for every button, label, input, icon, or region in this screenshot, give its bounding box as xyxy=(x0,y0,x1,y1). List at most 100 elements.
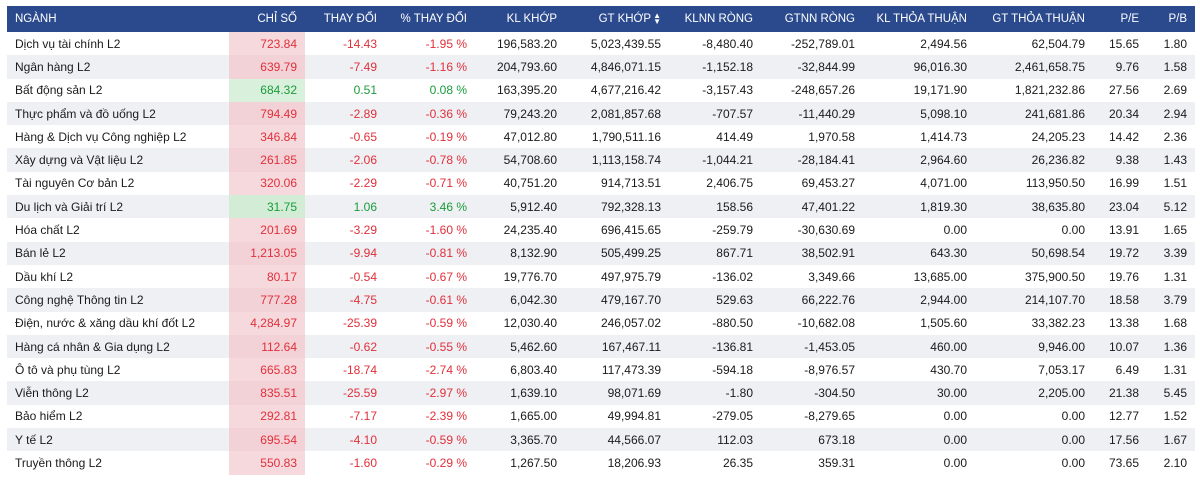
sector-name[interactable]: Dịch vụ tài chính L2 xyxy=(15,36,121,51)
gt-thoa-thuan-value: 62,504.79 xyxy=(1031,36,1085,51)
table-row[interactable]: Bất động sản L2 684.32 0.51 0.08 % 163,395.2… xyxy=(7,78,1195,102)
table-row[interactable]: Truyền thông L2 550.83 -1.60 -0.29 % 1,267.5… xyxy=(7,451,1195,475)
gtnn-rong-value: -252,789.01 xyxy=(790,36,855,51)
table-row[interactable]: Hàng cá nhân & Gia dụng L2 112.64 -0.62 -0.… xyxy=(7,334,1195,359)
pe-value: 18.58 xyxy=(1108,292,1139,307)
pb-value: 3.39 xyxy=(1163,246,1187,261)
klnn-rong-value: 26.35 xyxy=(722,455,753,470)
table-row[interactable]: Ngân hàng L2 639.79 -7.49 -1.16 % 204,793.60… xyxy=(7,55,1195,79)
sector-name[interactable]: Hàng & Dịch vụ Công nghiệp L2 xyxy=(15,129,187,144)
gt-khop-value: 117,473.39 xyxy=(601,362,661,377)
sector-name[interactable]: Bảo hiểm L2 xyxy=(15,409,83,424)
col-header-pe[interactable]: P/E xyxy=(1120,13,1139,25)
sector-name[interactable]: Xây dựng và Vật liệu L2 xyxy=(15,153,144,168)
sector-name[interactable]: Ngân hàng L2 xyxy=(15,59,91,74)
klnn-rong-value: -1.80 xyxy=(725,386,753,401)
table-row[interactable]: Ô tô và phụ tùng L2 665.83 -18.74 -2.74 % 6,… xyxy=(7,358,1195,382)
col-header-thay-doi[interactable]: THAY ĐỔI xyxy=(323,13,377,25)
pe-value: 10.07 xyxy=(1108,339,1139,354)
sector-name[interactable]: Dầu khí L2 xyxy=(15,269,74,284)
table-row[interactable]: Điện, nước & xăng dầu khí đốt L2 4,284.97… xyxy=(7,311,1195,335)
klnn-rong-value: -279.05 xyxy=(712,409,753,424)
pb-value: 1.36 xyxy=(1163,339,1187,354)
sort-icon[interactable]: ▲ ▼ xyxy=(653,10,661,26)
pe-value: 19.76 xyxy=(1108,269,1139,284)
kl-thoa-thuan-value: 5,098.10 xyxy=(920,106,967,121)
col-header-chi-so[interactable]: CHỈ SỐ xyxy=(257,13,297,25)
sector-name[interactable]: Truyền thông L2 xyxy=(15,455,102,470)
sector-name[interactable]: Y tế L2 xyxy=(15,432,53,447)
table-row[interactable]: Hóa chất L2 201.69 -3.29 -1.60 % 24,235.40 69… xyxy=(7,218,1195,242)
change-value: -25.59 xyxy=(342,386,377,401)
klnn-rong-value: -259.79 xyxy=(712,223,753,238)
kl-khop-value: 1,639.10 xyxy=(510,386,557,401)
pe-value: 12.77 xyxy=(1108,409,1139,424)
col-header-gtnn-rong[interactable]: GTNN RÒNG xyxy=(784,13,855,25)
table-row[interactable]: Du lịch và Giải trí L2 31.75 1.06 3.46 % 5,9… xyxy=(7,195,1195,219)
kl-thoa-thuan-value: 643.30 xyxy=(930,246,967,261)
kl-khop-value: 196,583.20 xyxy=(496,36,557,51)
gt-khop-value: 497,975.79 xyxy=(600,269,661,284)
pe-value: 21.38 xyxy=(1108,386,1139,401)
table-row[interactable]: Dịch vụ tài chính L2 723.84 -14.43 -1.95 % 1… xyxy=(7,32,1195,56)
col-header-gt-khop[interactable]: GT KHỚP ▲ ▼ xyxy=(565,6,669,32)
table-row[interactable]: Hàng & Dịch vụ Công nghiệp L2 346.84 -0.65… xyxy=(7,125,1195,149)
change-value: -2.06 xyxy=(349,153,377,168)
table-row[interactable]: Thực phẩm và đồ uống L2 794.49 -2.89 -0.36 … xyxy=(7,101,1195,126)
index-value: 80.17 xyxy=(229,264,305,289)
col-header-pct-thay-doi[interactable]: % THAY ĐỔI xyxy=(400,13,467,25)
col-header-kl-thoa-thuan[interactable]: KL THỎA THUẬN xyxy=(876,13,967,25)
kl-thoa-thuan-value: 1,505.60 xyxy=(920,316,967,331)
sector-name[interactable]: Ô tô và phụ tùng L2 xyxy=(15,362,121,377)
gtnn-rong-value: -28,184.41 xyxy=(797,153,855,168)
pct-change-value: -1.60 % xyxy=(425,223,467,238)
klnn-rong-value: 529.63 xyxy=(716,292,753,307)
sector-name[interactable]: Bất động sản L2 xyxy=(15,83,103,98)
kl-thoa-thuan-value: 4,071.00 xyxy=(920,176,967,191)
gt-khop-value: 167,467.11 xyxy=(601,339,661,354)
sector-name[interactable]: Bán lẻ L2 xyxy=(15,246,66,261)
pe-value: 9.76 xyxy=(1115,59,1139,74)
table-row[interactable]: Dầu khí L2 80.17 -0.54 -0.67 % 19,776.70 497,… xyxy=(7,264,1195,289)
table-row[interactable]: Bán lẻ L2 1,213.05 -9.94 -0.81 % 8,132.90 505… xyxy=(7,241,1195,265)
col-header-kl-khop[interactable]: KL KHỚP xyxy=(506,13,557,25)
gt-thoa-thuan-value: 33,382.23 xyxy=(1031,316,1085,331)
table-row[interactable]: Viễn thông L2 835.51 -25.59 -2.97 % 1,639.10… xyxy=(7,381,1195,405)
change-value: -3.29 xyxy=(349,223,377,238)
kl-khop-value: 12,030.40 xyxy=(503,316,557,331)
sector-name[interactable]: Thực phẩm và đồ uống L2 xyxy=(15,106,156,121)
col-header-gt-khop-label: GT KHỚP xyxy=(598,13,652,26)
col-header-klnn-rong[interactable]: KLNN RÒNG xyxy=(684,13,753,25)
sector-name[interactable]: Tài nguyên Cơ bản L2 xyxy=(15,176,135,191)
table-row[interactable]: Y tế L2 695.54 -4.10 -0.59 % 3,365.70 44,566.… xyxy=(7,428,1195,452)
gtnn-rong-value: 66,222.76 xyxy=(801,292,855,307)
gt-khop-value: 5,023,439.55 xyxy=(590,36,661,51)
pct-change-value: -0.61 % xyxy=(425,292,467,307)
table-row[interactable]: Bảo hiểm L2 292.81 -7.17 -2.39 % 1,665.00 49,… xyxy=(7,404,1195,429)
gt-khop-value: 4,846,071.15 xyxy=(590,59,661,74)
col-header-pb[interactable]: P/B xyxy=(1168,13,1187,25)
pb-value: 5.12 xyxy=(1163,199,1187,214)
klnn-rong-value: 414.49 xyxy=(716,129,753,144)
sector-name[interactable]: Hóa chất L2 xyxy=(15,223,80,238)
table-row[interactable]: Công nghệ Thông tin L2 777.28 -4.75 -0.61 %… xyxy=(7,288,1195,312)
gtnn-rong-value: 673.18 xyxy=(818,432,855,447)
pe-value: 23.04 xyxy=(1108,199,1139,214)
gt-thoa-thuan-value: 7,053.17 xyxy=(1038,362,1085,377)
table-row[interactable]: Xây dựng và Vật liệu L2 261.85 -2.06 -0.78 … xyxy=(7,148,1195,172)
change-value: 0.51 xyxy=(353,83,377,98)
klnn-rong-value: -136.81 xyxy=(712,339,753,354)
gtnn-rong-value: -304.50 xyxy=(814,386,855,401)
sector-name[interactable]: Du lịch và Giải trí L2 xyxy=(15,199,124,214)
sector-name[interactable]: Viễn thông L2 xyxy=(15,386,89,401)
table-row[interactable]: Tài nguyên Cơ bản L2 320.06 -2.29 -0.71 % 40… xyxy=(7,171,1195,196)
sector-name[interactable]: Điện, nước & xăng dầu khí đốt L2 xyxy=(15,316,196,331)
index-value: 201.69 xyxy=(229,218,305,242)
sector-name[interactable]: Hàng cá nhân & Gia dụng L2 xyxy=(15,339,170,354)
col-header-gt-thoa-thuan[interactable]: GT THỎA THUẬN xyxy=(992,13,1085,25)
change-value: -2.29 xyxy=(349,176,377,191)
kl-khop-value: 5,462.60 xyxy=(510,339,557,354)
col-header-nganh[interactable]: NGÀNH xyxy=(15,13,57,25)
sector-name[interactable]: Công nghệ Thông tin L2 xyxy=(15,292,144,307)
klnn-rong-value: 112.03 xyxy=(717,432,753,447)
